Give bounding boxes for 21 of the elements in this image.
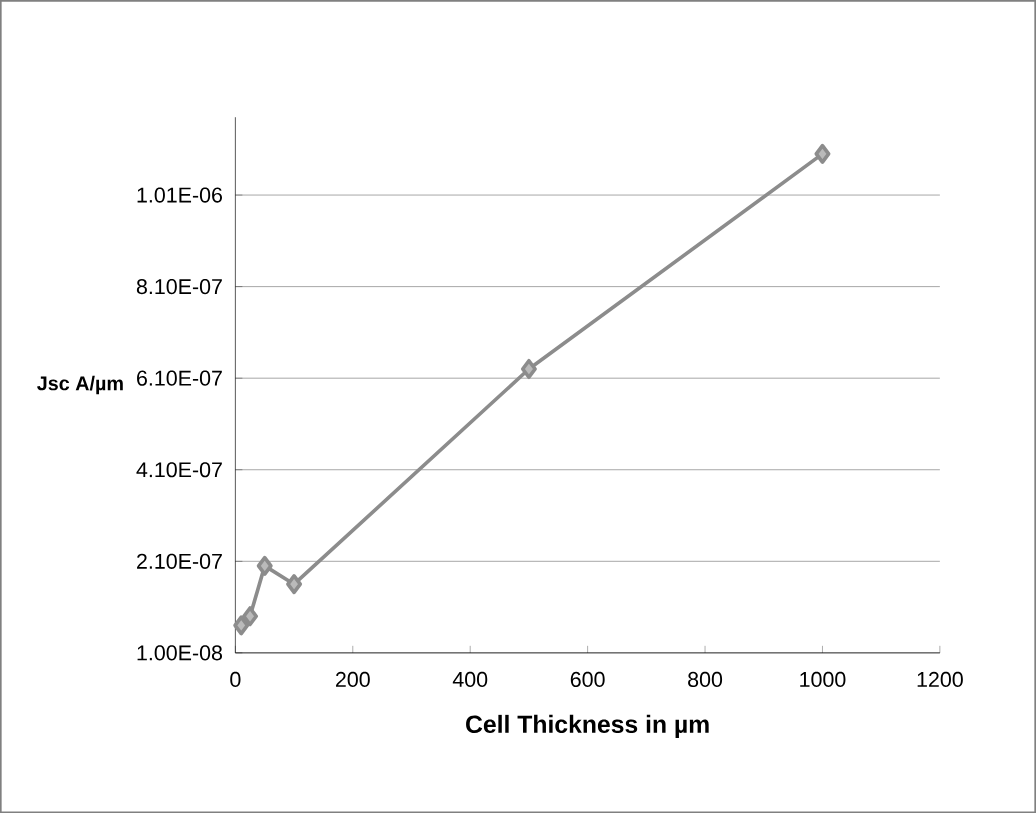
y-tick-label: 1.00E-08: [137, 645, 223, 661]
y-tick-label: 8.10E-07: [136, 278, 222, 295]
x-tick-label: 1200: [917, 671, 963, 687]
y-tick-label: 2.10E-07: [137, 553, 222, 569]
y-tick-label: 1.01E-06: [137, 187, 223, 203]
y-tick-label: 4.10E-07: [136, 462, 222, 478]
point: [814, 143, 831, 164]
point: [242, 606, 259, 627]
x-tick-label: 200: [335, 671, 370, 687]
x-tick-label: 1000: [800, 671, 846, 687]
point: [286, 574, 303, 595]
x-tick-label: 0: [230, 671, 241, 687]
x-tick-label: 400: [452, 671, 488, 687]
x-tick-label: 600: [570, 671, 605, 687]
point: [520, 358, 537, 380]
y-tick-label: 6.10E-07: [137, 370, 222, 386]
x-axis-title: Cell Thickness in µm: [466, 714, 709, 738]
x-tick-label: 800: [688, 671, 723, 687]
point: [256, 555, 273, 576]
point: [233, 615, 250, 636]
y-axis-title: Jsc A/µm: [37, 375, 123, 395]
